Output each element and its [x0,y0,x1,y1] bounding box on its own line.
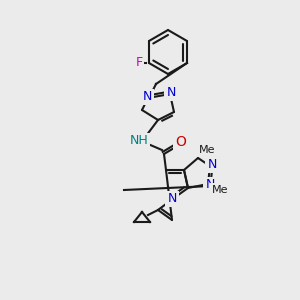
Text: NH: NH [130,134,148,148]
Text: N: N [205,178,215,191]
Text: O: O [176,135,186,149]
Text: Me: Me [212,185,228,195]
Text: N: N [166,86,176,100]
Text: N: N [167,193,177,206]
Text: N: N [207,158,217,172]
Text: Me: Me [199,145,215,155]
Text: N: N [142,91,152,103]
Text: F: F [135,56,142,68]
